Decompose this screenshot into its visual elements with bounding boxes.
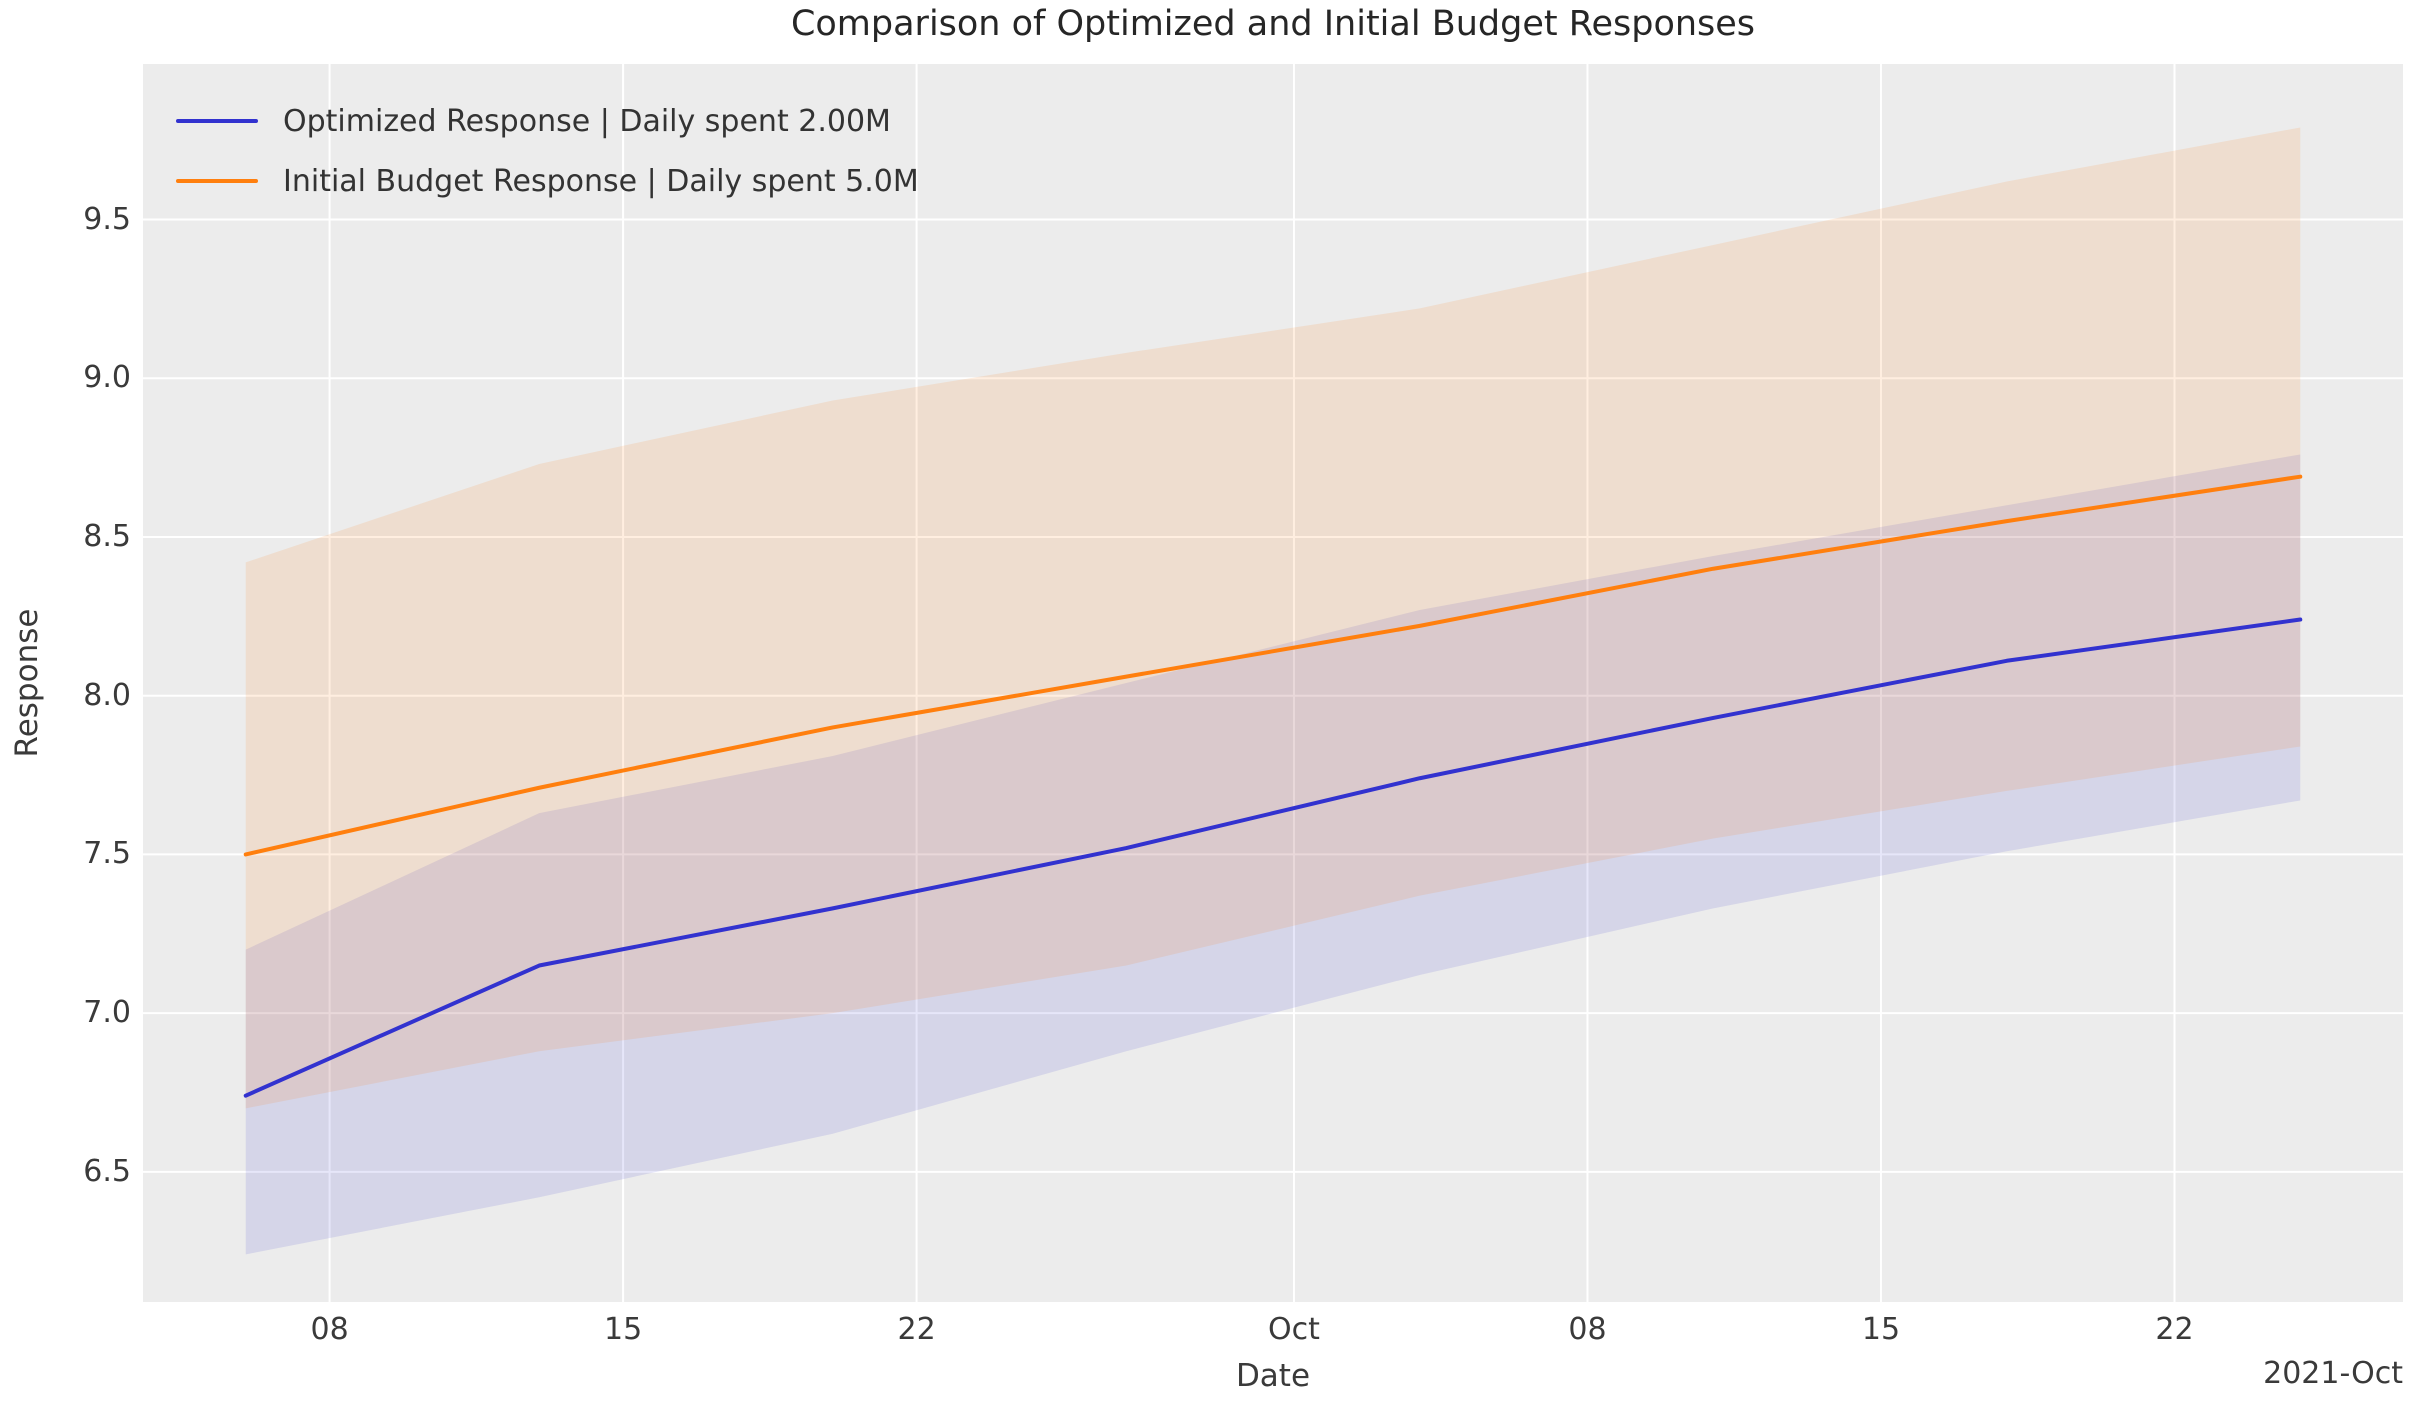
- legend-label-optimized: Optimized Response | Daily spent 2.00M: [283, 103, 891, 139]
- x-tick-label: 22: [2155, 1312, 2194, 1347]
- line-initial-budget-response: [243, 474, 2303, 857]
- y-tick-label: 8.5: [83, 518, 131, 554]
- confidence-band-initial-budget: [245, 127, 2301, 1109]
- legend-item-initial-budget: Initial Budget Response | Daily spent 5.…: [176, 151, 919, 211]
- line-optimized-response: [243, 617, 2303, 1098]
- y-tick-label: 9.5: [83, 201, 131, 237]
- x-axis-offset-label: 2021-Oct: [2263, 1356, 2403, 1391]
- x-tick-label: 15: [1861, 1312, 1901, 1347]
- chart-title: Comparison of Optimized and Initial Budg…: [790, 4, 1756, 44]
- y-tick-label: 8.0: [83, 677, 131, 713]
- x-axis-label: Date: [1235, 1358, 1311, 1394]
- legend-item-optimized: Optimized Response | Daily spent 2.00M: [176, 91, 919, 151]
- y-tick-label: 7.5: [83, 836, 131, 872]
- legend-label-initial-budget: Initial Budget Response | Daily spent 5.…: [283, 163, 919, 199]
- confidence-band-optimized: [245, 454, 2301, 1255]
- legend: Optimized Response | Daily spent 2.00M I…: [176, 91, 919, 211]
- x-tick-label: 22: [897, 1312, 936, 1347]
- x-tick-label: 08: [310, 1312, 349, 1347]
- x-tick-label: 08: [1568, 1312, 1607, 1347]
- legend-line-sample-initial-budget: [176, 179, 258, 183]
- legend-line-sample-optimized: [176, 119, 258, 123]
- y-tick-label: 6.5: [83, 1153, 131, 1189]
- y-tick-label: 9.0: [83, 360, 131, 396]
- x-tick-label: 15: [603, 1312, 643, 1347]
- y-tick-label: 7.0: [83, 995, 131, 1031]
- axes-background: [143, 64, 2403, 1302]
- x-tick-label: Oct: [1268, 1312, 1320, 1347]
